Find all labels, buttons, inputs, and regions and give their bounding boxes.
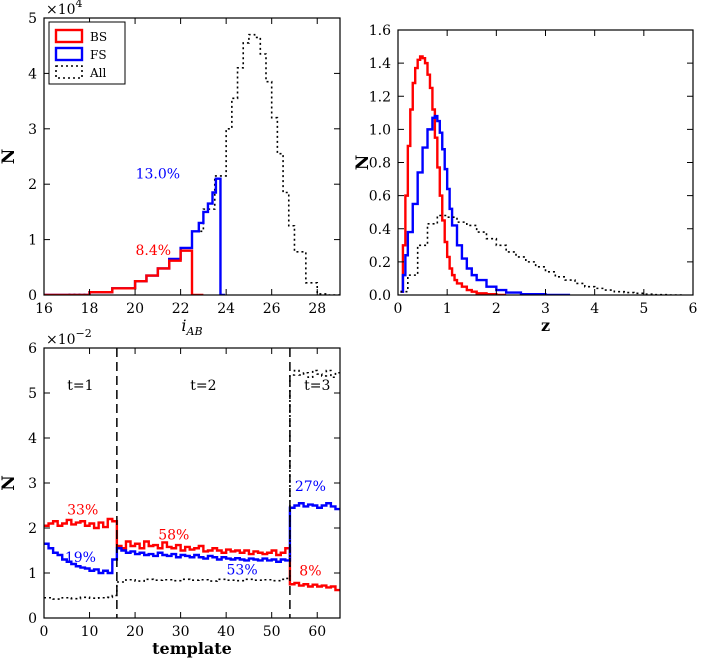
x-tick-label: 22 — [172, 301, 190, 317]
y-tick-label: 3 — [28, 476, 37, 492]
legend-swatch-bs — [54, 28, 84, 44]
x-tick-label: 18 — [81, 301, 99, 317]
y-tick-label: 1.6 — [369, 23, 391, 39]
x-tick-label: 16 — [35, 301, 53, 317]
y-tick-label: 0.0 — [369, 288, 391, 304]
x-tick-label: 60 — [308, 624, 326, 640]
x-tick-label: 30 — [172, 624, 190, 640]
y-tick-label: 0 — [28, 611, 37, 627]
percentage-annotation: 19% — [65, 550, 96, 566]
percentage-annotation: 13.0% — [136, 167, 180, 183]
percentage-annotation: 53% — [227, 562, 258, 578]
x-axis-label: template — [152, 639, 232, 658]
x-tick-label: 40 — [217, 624, 235, 640]
y-tick-label: 1.4 — [369, 56, 391, 72]
x-tick-label: 24 — [217, 301, 235, 317]
legend-label-bs: BS — [90, 30, 107, 44]
y-tick-label: 4 — [28, 66, 37, 82]
y-tick-label: 0.8 — [369, 156, 391, 172]
y-axis-label: N — [353, 155, 373, 171]
x-axis-label: z — [541, 316, 550, 335]
region-label: t=3 — [304, 378, 330, 394]
x-tick-label: 10 — [81, 624, 99, 640]
percentage-annotation: 8.4% — [136, 243, 172, 259]
panel-redshift: 0 1 2 3 4 5 6 0.0 0.2 0.4 0.6 0.8 1.0 1.2 1.4 1.6 Nz — [353, 23, 698, 335]
legend-label-all: All — [89, 66, 107, 80]
y-tick-label: 6 — [28, 341, 37, 357]
x-tick-label: 5 — [639, 301, 648, 317]
y-axis-label: N — [0, 475, 19, 491]
x-tick-label: 2 — [492, 301, 501, 317]
series-all-redshift — [400, 214, 684, 295]
y-tick-label: 4 — [28, 431, 37, 447]
plot-frame — [397, 29, 694, 296]
region-label: t=2 — [190, 378, 216, 394]
series-fs-redshift — [400, 114, 571, 295]
panel-template: t=1 t=2 t=3 0 10 20 30 40 50 60 0 1 2 3 4 5 6 ×10−2 Ntempl… — [0, 327, 341, 658]
legend-label-fs: FS — [90, 48, 107, 62]
x-tick-label: 50 — [263, 624, 281, 640]
series-all-template — [44, 369, 340, 600]
y-tick-label: 1.2 — [369, 89, 391, 105]
y-tick-label: 5 — [28, 386, 37, 402]
y-tick-label: 2 — [28, 177, 37, 193]
x-tick-label: 26 — [263, 301, 281, 317]
series-bs-redshift — [400, 55, 507, 295]
legend: BS FS All — [48, 21, 126, 85]
series-all-magnitude — [44, 33, 340, 295]
series-fs-magnitude — [44, 177, 226, 295]
percentage-annotation: 58% — [158, 527, 189, 543]
x-tick-label: 0 — [394, 301, 403, 317]
x-tick-label: 28 — [308, 301, 326, 317]
legend-swatch-all — [55, 65, 83, 79]
percentage-annotation: 33% — [67, 503, 98, 519]
y-tick-label: 0 — [28, 288, 37, 304]
x-tick-label: 20 — [126, 301, 144, 317]
x-tick-label: 4 — [590, 301, 599, 317]
y-tick-label: 0.6 — [369, 189, 391, 205]
y-tick-label: 5 — [28, 11, 37, 27]
plot-frame — [43, 17, 341, 296]
y-tick-label: 0.4 — [369, 222, 391, 238]
legend-swatch-fs — [54, 46, 84, 62]
y-tick-label: 0.2 — [369, 255, 391, 271]
y-tick-label: 2 — [28, 521, 37, 537]
scale-factor: ×10−2 — [46, 327, 92, 348]
percentage-annotation: 8% — [299, 564, 321, 580]
region-label: t=1 — [67, 378, 93, 394]
percentage-annotation: 27% — [295, 479, 326, 495]
series-bs-magnitude — [44, 249, 204, 295]
x-tick-label: 0 — [40, 624, 49, 640]
x-tick-label: 20 — [126, 624, 144, 640]
y-tick-label: 1.0 — [369, 122, 391, 138]
scale-factor: ×104 — [46, 0, 83, 18]
y-axis-label: N — [0, 149, 19, 165]
y-tick-label: 3 — [28, 122, 37, 138]
y-tick-label: 1 — [28, 566, 37, 582]
x-tick-label: 1 — [443, 301, 452, 317]
y-tick-label: 1 — [28, 233, 37, 249]
x-tick-label: 6 — [689, 301, 698, 317]
x-tick-label: 3 — [541, 301, 550, 317]
x-axis-label: iAB — [181, 316, 202, 338]
